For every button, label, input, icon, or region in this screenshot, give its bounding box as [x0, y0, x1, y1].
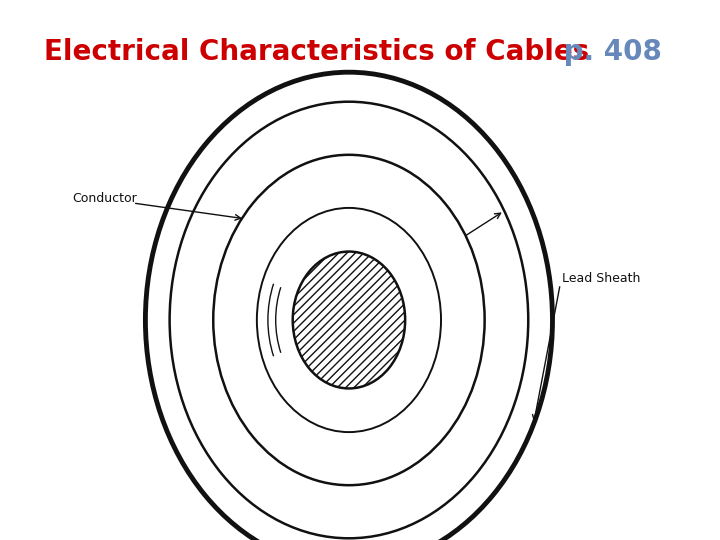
Text: Electrical Characteristics of Cables: Electrical Characteristics of Cables — [44, 38, 589, 66]
Text: $r$: $r$ — [356, 301, 364, 314]
Text: Lead Sheath: Lead Sheath — [562, 272, 641, 285]
Text: p. 408: p. 408 — [554, 38, 662, 66]
Ellipse shape — [145, 72, 552, 540]
Text: $x$: $x$ — [310, 297, 320, 310]
Text: $R$: $R$ — [419, 247, 430, 263]
Ellipse shape — [257, 208, 441, 432]
Ellipse shape — [293, 252, 405, 388]
Text: $dx$: $dx$ — [264, 296, 282, 310]
Ellipse shape — [170, 102, 528, 538]
Text: Conductor: Conductor — [73, 192, 138, 205]
Ellipse shape — [213, 155, 485, 485]
